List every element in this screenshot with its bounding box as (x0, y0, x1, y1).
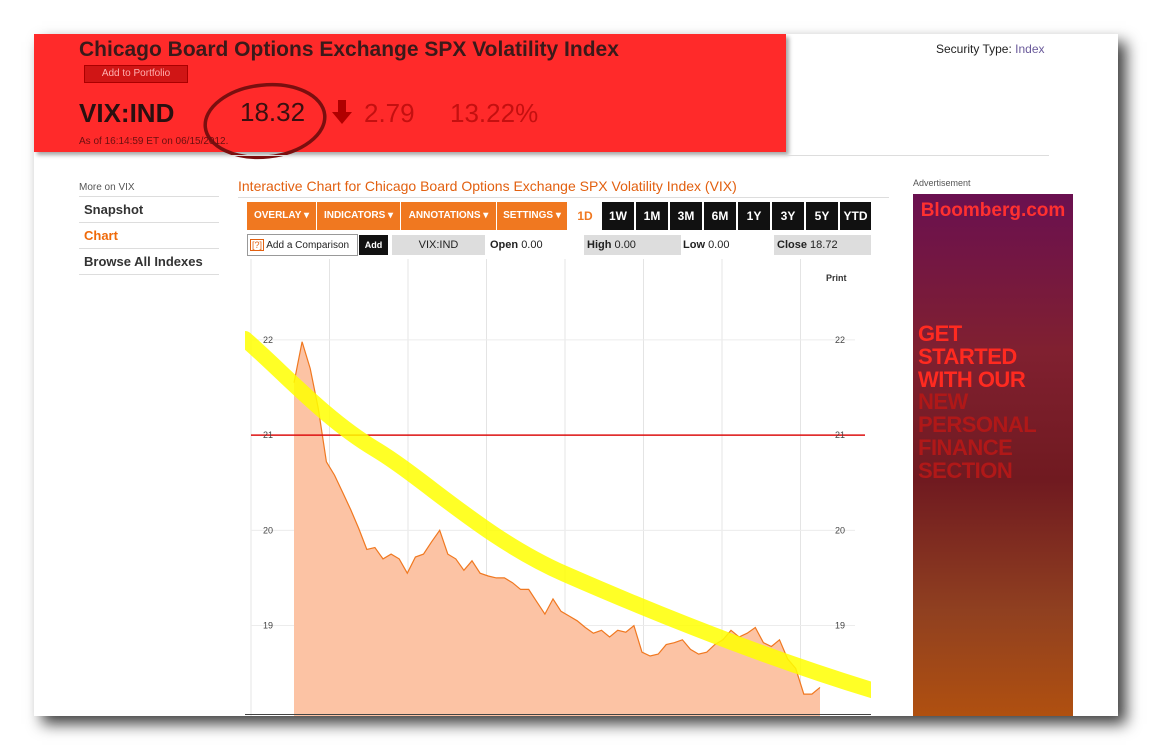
open-value: 0.00 (521, 239, 543, 251)
y-tick-label-left: 21 (263, 430, 273, 440)
security-type-label: Security Type: (936, 42, 1012, 56)
open-cell: Open 0.00 (490, 235, 576, 255)
price-area (294, 341, 820, 716)
price-change: 2.79 (364, 98, 415, 128)
bloomberg-logo: Bloomberg.com (920, 200, 1066, 221)
add-to-portfolio-button[interactable]: Add to Portfolio (84, 65, 188, 83)
overlay-menu[interactable]: OVERLAY ▾ (247, 202, 317, 230)
vix-intraday-chart[interactable]: 19 19 20 20 21 21 22 22 (245, 259, 871, 716)
y-tick-label-right: 21 (835, 430, 845, 440)
y-tick-label-right: 20 (835, 525, 845, 535)
range-5y-tab[interactable]: 5Y (806, 202, 838, 230)
range-1d-tab[interactable]: 1D (577, 209, 593, 223)
quote-header: Chicago Board Options Exchange SPX Volat… (34, 34, 786, 160)
chart-baseline (245, 714, 871, 715)
range-ytd-tab[interactable]: YTD (840, 202, 871, 230)
close-cell: Close 18.72 (774, 235, 871, 255)
range-1y-tab[interactable]: 1Y (738, 202, 770, 230)
ad-headline: GET STARTED WITH OUR (918, 321, 1026, 392)
sidebar-nav: Snapshot Chart Browse All Indexes (79, 196, 219, 275)
down-arrow-icon (332, 100, 352, 124)
symbol-cell: VIX:IND (392, 235, 485, 255)
help-icon[interactable]: [?] (250, 239, 265, 251)
low-label: Low (683, 239, 705, 251)
low-cell: Low 0.00 (683, 235, 769, 255)
ad-subhead: NEW PERSONAL FINANCE SECTION (918, 389, 1037, 483)
close-label: Close (777, 239, 807, 251)
y-tick-label-right: 22 (835, 335, 845, 345)
price-change-percent: 13.22% (450, 98, 539, 128)
ad-subhead-line: FINANCE (918, 435, 1013, 460)
ad-headline-line: STARTED (918, 344, 1017, 369)
last-price: 18.32 (240, 97, 306, 127)
sidebar-item-browse-all-indexes[interactable]: Browse All Indexes (79, 249, 219, 275)
settings-menu[interactable]: SETTINGS ▾ (497, 202, 568, 230)
high-cell: High 0.00 (584, 235, 681, 255)
ad-headline-line: GET (918, 321, 962, 346)
divider (78, 155, 1049, 156)
page-title: Chicago Board Options Exchange SPX Volat… (79, 38, 619, 61)
y-tick-label-left: 19 (263, 621, 273, 631)
print-button[interactable]: Print (826, 273, 847, 283)
low-value: 0.00 (708, 239, 730, 251)
comparison-input[interactable]: [?] Add a Comparison (247, 234, 358, 256)
advertisement-label: Advertisement (913, 178, 971, 188)
add-comparison-button[interactable]: Add (359, 235, 388, 255)
price-line (293, 341, 821, 695)
indicators-menu[interactable]: INDICATORS ▾ (317, 202, 401, 230)
price-highlight-circle (203, 82, 327, 160)
range-1w-tab[interactable]: 1W (602, 202, 634, 230)
y-tick-label-left: 22 (263, 335, 273, 345)
chart-title: Interactive Chart for Chicago Board Opti… (238, 178, 737, 194)
high-label: High (587, 239, 612, 251)
open-label: Open (490, 239, 519, 251)
ticker-symbol: VIX:IND (79, 98, 175, 128)
ad-subhead-line: PERSONAL (918, 412, 1037, 437)
trendline-highlight (245, 331, 871, 699)
annotations-menu[interactable]: ANNOTATIONS ▾ (401, 202, 497, 230)
range-1m-tab[interactable]: 1M (636, 202, 668, 230)
security-type: Security Type: Index (936, 42, 1045, 56)
comparison-placeholder: Add a Comparison (266, 240, 350, 251)
range-3y-tab[interactable]: 3Y (772, 202, 804, 230)
as-of-timestamp: As of 16:14:59 ET on 06/15/2012. (79, 136, 229, 147)
security-type-value[interactable]: Index (1015, 42, 1045, 56)
range-6m-tab[interactable]: 6M (704, 202, 736, 230)
bloomberg-ad[interactable]: Bloomberg.com GET STARTED WITH OUR NEW P… (913, 194, 1073, 716)
page: Chicago Board Options Exchange SPX Volat… (34, 34, 1118, 716)
high-value: 0.00 (614, 239, 636, 251)
close-value: 18.72 (810, 239, 838, 251)
ad-headline-line: WITH OUR (918, 367, 1026, 392)
sidebar-heading: More on VIX (79, 182, 135, 193)
ad-subhead-line: NEW (918, 389, 968, 414)
range-3m-tab[interactable]: 3M (670, 202, 702, 230)
y-tick-label-left: 20 (263, 525, 273, 535)
divider (238, 197, 889, 198)
comparison-row: [?] Add a Comparison Add VIX:IND Open 0.… (247, 234, 871, 256)
ad-subhead-line: SECTION (918, 458, 1013, 483)
sidebar-item-chart[interactable]: Chart (79, 223, 219, 249)
y-tick-label-right: 19 (835, 621, 845, 631)
sidebar-item-snapshot[interactable]: Snapshot (79, 197, 219, 223)
